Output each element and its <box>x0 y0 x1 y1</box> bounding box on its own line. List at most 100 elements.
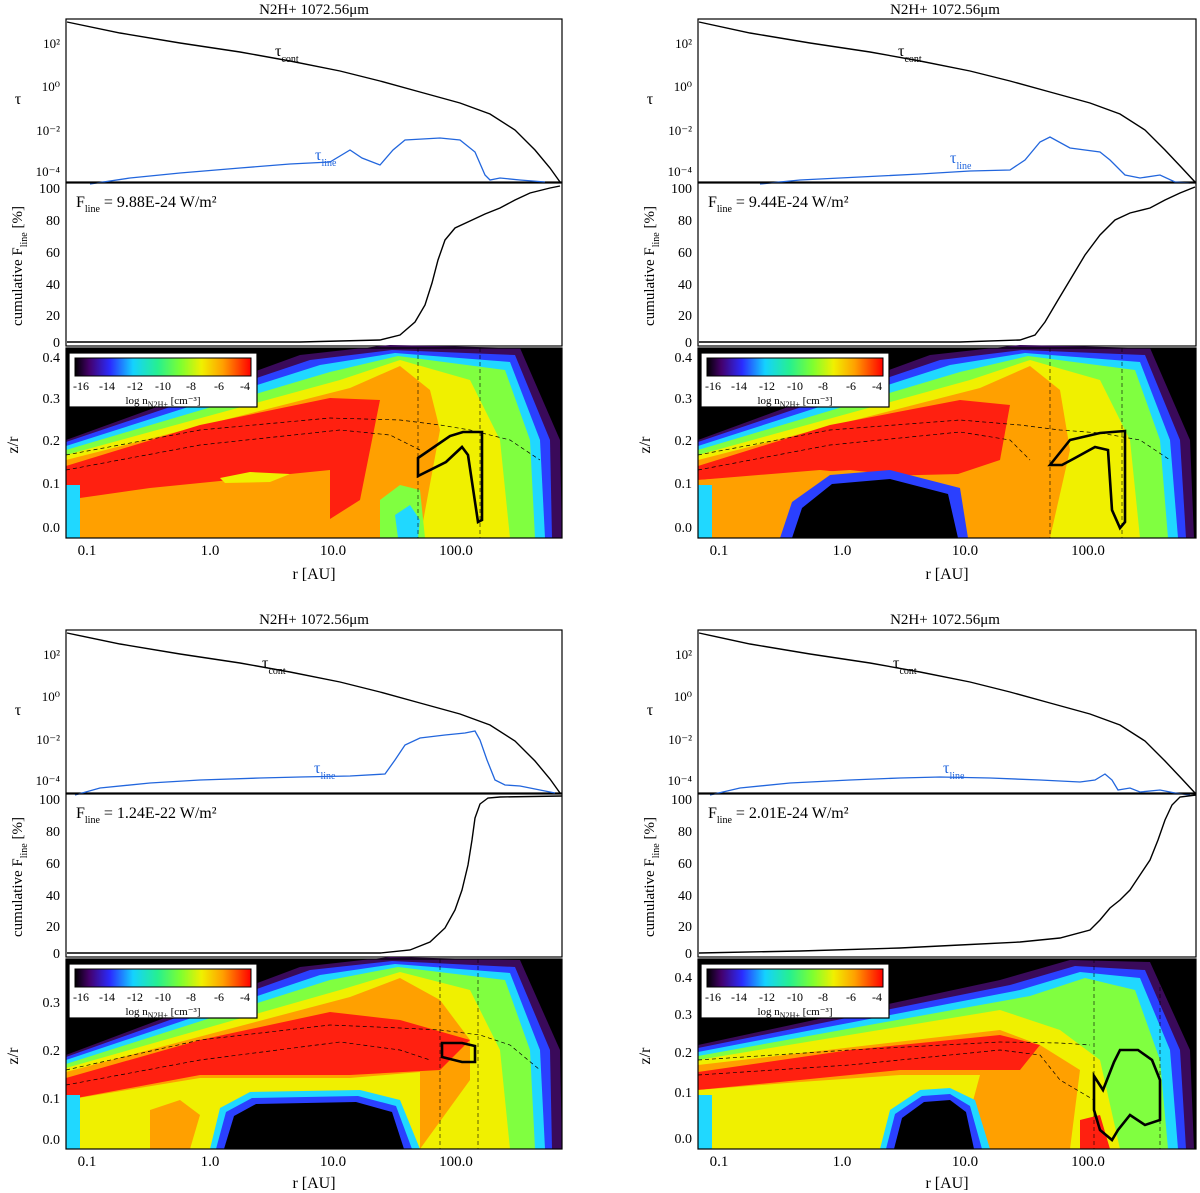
colorbar-tick-label: -10 <box>155 990 171 1004</box>
x-tick-label: 0.1 <box>710 543 729 559</box>
cum-tick-label: 100 <box>39 793 60 808</box>
panel-4-contour <box>1092 1048 1162 1142</box>
tau-tick-label: 10⁰ <box>674 79 692 94</box>
zr-tick-label: 0.2 <box>43 434 61 449</box>
panel-4-title: N2H+ 1072.56μm <box>890 612 1000 628</box>
tau-tick-label: 10⁰ <box>674 689 692 704</box>
colorbar-tick-label: -12 <box>127 379 143 393</box>
colorbar-tick-label: -16 <box>73 990 89 1004</box>
colorbar-tick-label: -6 <box>846 990 856 1004</box>
cum-tick-label: 60 <box>678 857 692 872</box>
colorbar-tick-label: -8 <box>186 990 196 1004</box>
x-tick-label: 1.0 <box>833 543 852 559</box>
panel-4-density-map <box>697 959 1196 1149</box>
panel-2-zr-axis <box>697 347 1197 539</box>
panel-1-zr-ticks: 0.4 0.3 0.2 0.1 0.0 <box>43 351 61 536</box>
tau-tick-label: 10⁻⁴ <box>668 773 693 788</box>
tau-tick-label: 10² <box>43 647 60 662</box>
panel-3-zr-axis <box>65 958 563 1150</box>
panel-3-zr-ticks: 0.3 0.2 0.1 0.0 <box>43 996 61 1148</box>
panel-3-cum-axis <box>65 793 563 958</box>
panel-1-tau-cont-label: τcont <box>275 43 299 65</box>
panel-1: N2H+ 1072.56μm 10² 10⁰ 10⁻² 10⁻⁴ τ τcont… <box>5 2 563 583</box>
panel-3-flux-label: Fline = 1.24E-22 W/m² <box>76 805 217 826</box>
panel-1-tau-ticks: 10² 10⁰ 10⁻² 10⁻⁴ <box>36 36 61 179</box>
panel-4-tau-cont-line <box>698 632 1196 794</box>
x-tick-label: 0.1 <box>78 543 97 559</box>
panel-3-tau-cont-label: τcont <box>262 655 286 677</box>
panel-2-xlabel: r [AU] <box>925 566 968 583</box>
panel-4-cum-ticks: 100 80 60 40 20 0 <box>671 793 692 962</box>
colorbar-tick-label: -12 <box>127 990 143 1004</box>
zr-tick-label: 0.1 <box>43 1092 61 1107</box>
x-tick-label: 1.0 <box>833 1154 852 1170</box>
panel-1-cum-axis <box>65 182 563 347</box>
x-tick-label: 1.0 <box>201 543 220 559</box>
panel-1-x-ticks: 0.1 1.0 10.0 100.0 <box>78 543 473 559</box>
panel-2-cum-ylabel: cumulative Fline [%] <box>642 206 662 326</box>
panel-3-title: N2H+ 1072.56μm <box>259 612 369 628</box>
panel-1-zr-axis <box>65 347 563 539</box>
panel-4-tau-ylabel: τ <box>647 702 654 719</box>
cum-tick-label: 80 <box>678 214 692 229</box>
cum-tick-label: 100 <box>671 182 692 197</box>
zr-tick-label: 0.2 <box>43 1044 61 1059</box>
x-tick-label: 10.0 <box>952 543 978 559</box>
x-tick-label: 100.0 <box>1071 543 1105 559</box>
colorbar-tick-label: -4 <box>872 990 882 1004</box>
colorbar-tick-label: -16 <box>705 990 721 1004</box>
panel-4-x-ticks: 0.1 1.0 10.0 100.0 <box>710 1154 1105 1170</box>
panel-3-tau-cont-line <box>66 632 561 794</box>
cum-tick-label: 0 <box>685 947 692 962</box>
x-tick-label: 100.0 <box>439 1154 473 1170</box>
tau-tick-label: 10⁻² <box>36 123 60 138</box>
cum-tick-label: 40 <box>46 889 60 904</box>
zr-tick-label: 0.0 <box>675 521 693 536</box>
zr-tick-label: 0.2 <box>675 1046 693 1061</box>
colorbar-tick-label: -16 <box>73 379 89 393</box>
panel-1-tau-ylabel: τ <box>15 91 22 108</box>
panel-2-colorbar: -16 -14 -12 -10 -8 -6 -4 log nN2H+ [cm⁻³… <box>700 352 890 409</box>
panel-3-x-ticks: 0.1 1.0 10.0 100.0 <box>78 1154 473 1170</box>
panel-3-cum-line <box>67 795 563 954</box>
colorbar-tick-label: -8 <box>818 990 828 1004</box>
zr-tick-label: 0.0 <box>43 521 61 536</box>
cum-tick-label: 60 <box>678 246 692 261</box>
tau-tick-label: 10⁻² <box>36 732 60 747</box>
colorbar-tick-label: -12 <box>759 379 775 393</box>
panel-2-zr-ylabel: z/r <box>637 436 654 454</box>
panel-3-contour <box>440 1041 477 1064</box>
x-tick-label: 100.0 <box>439 543 473 559</box>
colorbar-tick-label: -6 <box>846 379 856 393</box>
zr-tick-label: 0.4 <box>43 351 61 366</box>
panel-1-xlabel: r [AU] <box>292 566 335 583</box>
zr-tick-label: 0.0 <box>675 1132 693 1147</box>
panel-2-contour <box>1047 429 1127 531</box>
x-tick-label: 0.1 <box>78 1154 97 1170</box>
panel-4-colorbar: -16 -14 -12 -10 -8 -6 -4 log nN2H+ [cm⁻³… <box>700 963 890 1020</box>
panel-3-xlabel: r [AU] <box>292 1175 335 1192</box>
zr-tick-label: 0.3 <box>43 996 61 1011</box>
zr-tick-label: 0.2 <box>675 434 693 449</box>
panel-3-tau-line-label: τline <box>314 760 336 782</box>
panel-1-colorbar: -16 -14 -12 -10 -8 -6 -4 log nN2H+ [cm⁻³… <box>68 352 258 409</box>
colorbar-tick-label: -10 <box>787 990 803 1004</box>
cum-tick-label: 0 <box>685 336 692 351</box>
panel-1-flux-label: Fline = 9.88E-24 W/m² <box>76 194 217 215</box>
x-tick-label: 10.0 <box>320 543 346 559</box>
panel-1-density-map <box>65 345 562 538</box>
panel-2-tau-ylabel: τ <box>647 91 654 108</box>
panel-1-title: N2H+ 1072.56μm <box>259 2 369 18</box>
zr-tick-label: 0.4 <box>675 971 693 986</box>
panel-1-zr-ylabel: z/r <box>5 436 22 454</box>
colorbar-tick-label: -8 <box>186 379 196 393</box>
panel-2-tau-cont-label: τcont <box>898 43 922 65</box>
panel-4-tau-line-line <box>709 773 1191 796</box>
cum-tick-label: 40 <box>678 278 692 293</box>
colorbar-tick-label: -8 <box>818 379 828 393</box>
cum-tick-label: 20 <box>46 309 60 324</box>
panel-2: N2H+ 1072.56μm 10² 10⁰ 10⁻² 10⁻⁴ τ τcont… <box>637 2 1197 583</box>
tau-tick-label: 10⁰ <box>42 79 60 94</box>
tau-tick-label: 10⁻² <box>668 123 692 138</box>
colorbar-tick-label: -6 <box>214 990 224 1004</box>
